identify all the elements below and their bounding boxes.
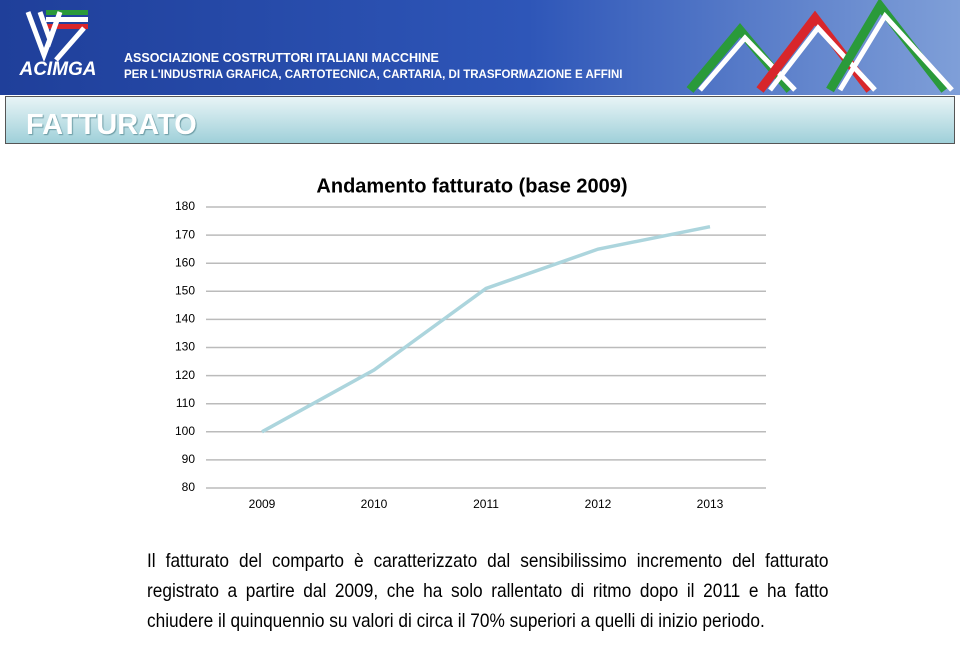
x-tick-label: 2010: [361, 497, 388, 511]
x-tick-label: 2012: [585, 497, 612, 511]
section-title: FATTURATO: [26, 109, 197, 141]
y-tick-label: 80: [182, 480, 196, 494]
logo-mark: [25, 10, 88, 63]
banner: ACIMGA ASSOCIAZIONE COSTRUTTORI ITALIANI…: [0, 0, 960, 95]
y-tick-label: 160: [175, 255, 195, 269]
x-tick-label: 2013: [697, 497, 724, 511]
y-tick-label: 140: [175, 312, 195, 326]
section-bar: FATTURATO: [5, 96, 955, 144]
logo-text: ACIMGA: [18, 59, 96, 80]
y-tick-label: 150: [175, 283, 195, 297]
header-line1: ASSOCIAZIONE COSTRUTTORI ITALIANI MACCHI…: [124, 51, 439, 65]
chart-title: Andamento fatturato (base 2009): [316, 175, 627, 197]
y-tick-label: 110: [176, 396, 195, 410]
header-line2: PER L'INDUSTRIA GRAFICA, CARTOTECNICA, C…: [124, 69, 623, 81]
y-tick-label: 130: [175, 340, 195, 354]
y-tick-label: 170: [175, 227, 195, 241]
y-tick-label: 100: [175, 424, 195, 438]
mountains: [686, 0, 954, 93]
x-tick-label: 2009: [249, 497, 276, 511]
y-tick-label: 120: [175, 368, 195, 382]
y-tick-label: 90: [182, 452, 196, 466]
chart: Andamento fatturato (base 2009) 80 90 100 1…: [175, 175, 766, 511]
paragraph: Il fatturato del comparto è caratterizza…: [147, 550, 829, 632]
x-tick-label: 2011: [473, 497, 499, 511]
y-tick-label: 180: [175, 199, 195, 213]
line: [261, 224, 711, 434]
